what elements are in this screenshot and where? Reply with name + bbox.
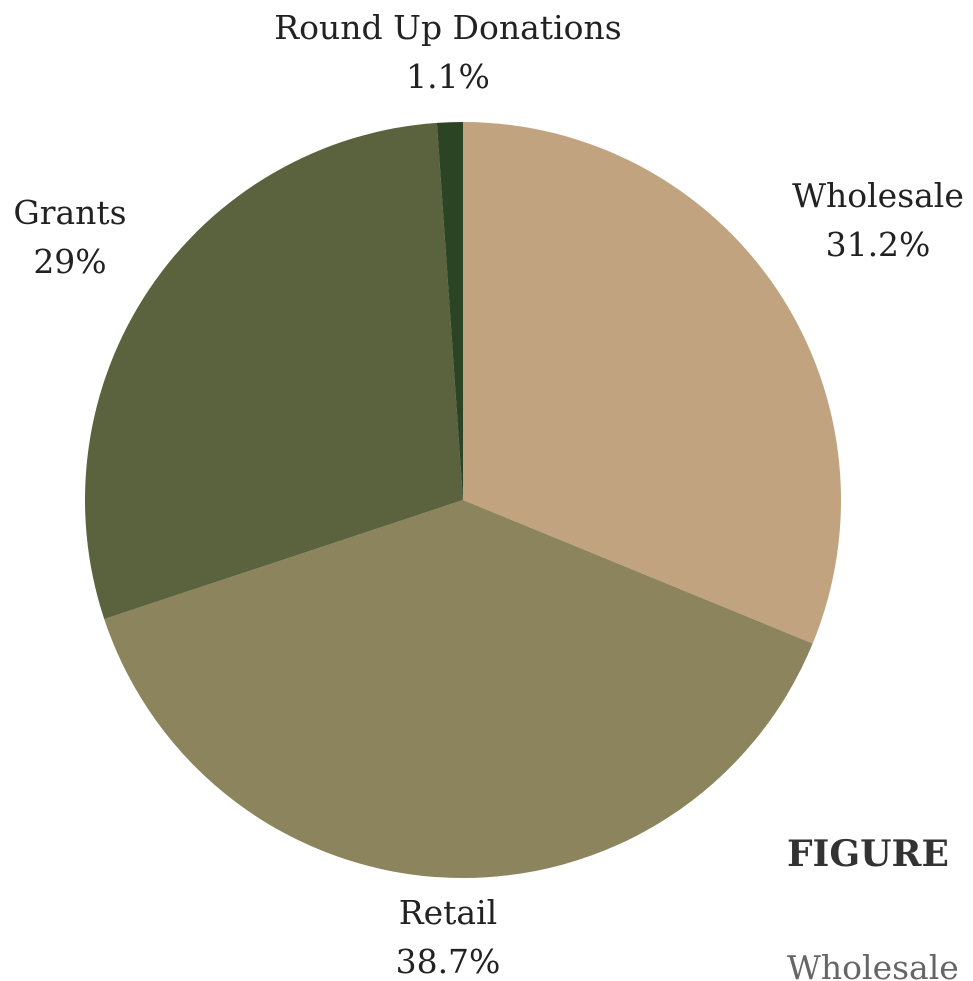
pie-slice: [85, 122, 464, 620]
pie-slice: [463, 122, 842, 644]
figure-text: Wholesale: [787, 948, 959, 981]
slice-label: Wholesale: [792, 176, 964, 215]
pie-slice: [104, 500, 813, 878]
pie-slice: [436, 122, 463, 500]
slice-label: Retail: [399, 893, 497, 932]
slice-value-label: 38.7%: [396, 942, 501, 981]
figure-heading: FIGURE: [787, 833, 949, 875]
slice-value-label: 31.2%: [826, 225, 931, 264]
slice-label: Round Up Donations: [274, 8, 621, 47]
slice-value-label: 29%: [33, 242, 106, 281]
slice-label: Grants: [13, 193, 126, 232]
slice-value-label: 1.1%: [406, 57, 490, 96]
